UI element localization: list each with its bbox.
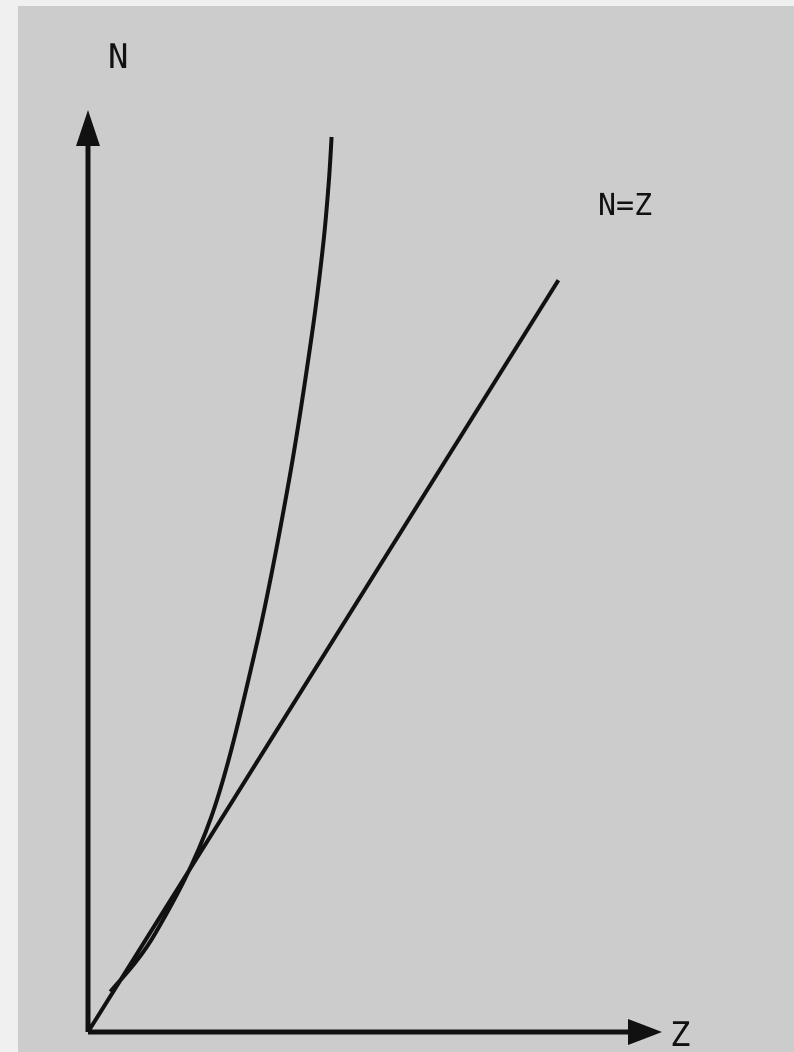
series-curve-stability [108,136,334,993]
y-axis-label: N [108,37,128,77]
y-axis-arrowhead [76,110,100,146]
plot-background [18,6,794,1052]
x-axis-arrowhead [628,1019,662,1045]
series-line-n-equals-z [86,279,561,1034]
x-axis-label: Z [670,1015,690,1052]
series-label-n-equals-z: N=Z [598,188,652,223]
